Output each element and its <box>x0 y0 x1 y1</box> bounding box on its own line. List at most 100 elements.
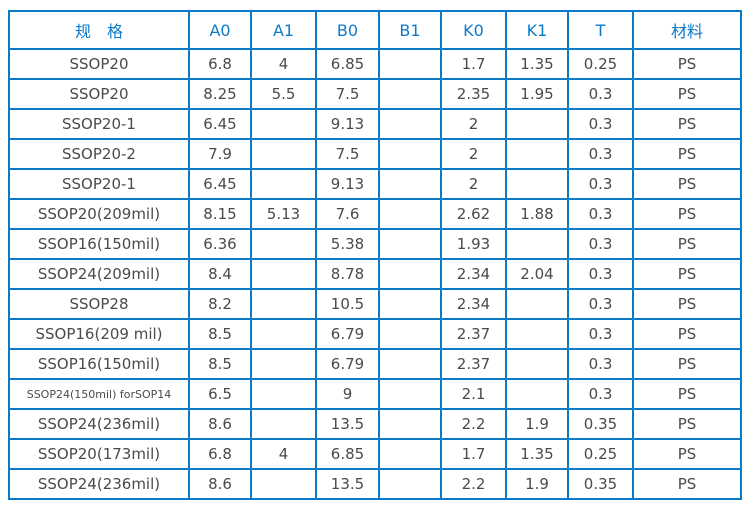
table-cell <box>505 288 569 320</box>
table-cell: SSOP20 <box>8 48 190 80</box>
table-cell: 5.5 <box>250 78 317 110</box>
table-cell <box>250 318 317 350</box>
table-cell: 8.2 <box>188 288 252 320</box>
table-cell: PS <box>632 108 742 140</box>
table-cell: 6.85 <box>315 48 380 80</box>
table-cell: 0.3 <box>567 78 634 110</box>
table-cell: 7.5 <box>315 78 380 110</box>
table-cell <box>505 348 569 380</box>
table-cell: 5.13 <box>250 198 317 230</box>
table-cell: SSOP24(236mil) <box>8 468 190 500</box>
table-cell: SSOP16(150mil) <box>8 348 190 380</box>
table-cell: SSOP20-1 <box>8 108 190 140</box>
table-cell: 2.04 <box>505 258 569 290</box>
table-cell <box>505 108 569 140</box>
table-cell: 4 <box>250 48 317 80</box>
table-row: SSOP20-1 6.45 9.13 2 0.3 PS <box>8 108 742 140</box>
table-cell: 0.3 <box>567 348 634 380</box>
column-header: K1 <box>505 10 569 50</box>
table-cell <box>378 168 442 200</box>
table-cell: SSOP28 <box>8 288 190 320</box>
table-cell: PS <box>632 258 742 290</box>
table-cell: SSOP24(150mil) forSOP14 <box>8 378 190 410</box>
header-row: 规 格 A0 A1 B0 B1 K0 K1 T 材料 <box>8 10 742 50</box>
table-cell <box>250 168 317 200</box>
table-cell: 0.3 <box>567 288 634 320</box>
table-cell: PS <box>632 318 742 350</box>
table-cell: SSOP20(209mil) <box>8 198 190 230</box>
table-cell: 6.8 <box>188 48 252 80</box>
table-cell: 6.45 <box>188 108 252 140</box>
table-cell <box>378 348 442 380</box>
table-cell: SSOP16(209 mil) <box>8 318 190 350</box>
table-cell: 8.25 <box>188 78 252 110</box>
table-cell: 7.6 <box>315 198 380 230</box>
table-row: SSOP24(209mil) 8.4 8.78 2.34 2.04 0.3 PS <box>8 258 742 290</box>
table-cell: 6.8 <box>188 438 252 470</box>
table-cell: 8.5 <box>188 348 252 380</box>
table-cell <box>505 168 569 200</box>
table-cell: PS <box>632 168 742 200</box>
table-cell: 0.25 <box>567 48 634 80</box>
table-cell: 0.35 <box>567 408 634 440</box>
table-cell: 2.34 <box>440 258 507 290</box>
table-cell: 6.36 <box>188 228 252 260</box>
table-cell <box>378 378 442 410</box>
column-header: 规 格 <box>8 10 190 50</box>
table-cell: PS <box>632 78 742 110</box>
table-cell <box>378 138 442 170</box>
spec-table: 规 格 A0 A1 B0 B1 K0 K1 T 材料 SSOP20 6.8 4 6.85 1.7 1.35… <box>8 10 742 500</box>
table-cell: 2 <box>440 108 507 140</box>
table-cell: 2 <box>440 138 507 170</box>
table-cell: 8.4 <box>188 258 252 290</box>
table-cell: 0.3 <box>567 168 634 200</box>
table-cell: PS <box>632 348 742 380</box>
table-cell: 9.13 <box>315 168 380 200</box>
table-cell: PS <box>632 378 742 410</box>
table-cell <box>505 378 569 410</box>
table-cell <box>250 138 317 170</box>
table-cell: 7.5 <box>315 138 380 170</box>
table-cell: 0.3 <box>567 198 634 230</box>
table-cell: 1.95 <box>505 78 569 110</box>
table-cell: 2.37 <box>440 348 507 380</box>
table-cell <box>505 138 569 170</box>
table-row: SSOP20(209mil) 8.15 5.13 7.6 2.62 1.88 0.3 PS <box>8 198 742 230</box>
table-cell: PS <box>632 438 742 470</box>
table-cell <box>250 108 317 140</box>
table-cell: 0.3 <box>567 228 634 260</box>
table-cell: 2.2 <box>440 408 507 440</box>
table-cell <box>378 438 442 470</box>
table-cell <box>250 348 317 380</box>
table-cell: 6.79 <box>315 348 380 380</box>
table-cell: 2.1 <box>440 378 507 410</box>
table-cell: 6.45 <box>188 168 252 200</box>
table-cell: SSOP24(209mil) <box>8 258 190 290</box>
table-cell: 8.78 <box>315 258 380 290</box>
table-cell <box>378 288 442 320</box>
table-row: SSOP28 8.2 10.5 2.34 0.3 PS <box>8 288 742 320</box>
column-header: A0 <box>188 10 252 50</box>
table-cell: SSOP20-2 <box>8 138 190 170</box>
table-cell: 0.3 <box>567 138 634 170</box>
table-cell <box>250 258 317 290</box>
column-header: 材料 <box>632 10 742 50</box>
table-cell: 1.88 <box>505 198 569 230</box>
table-cell: 8.5 <box>188 318 252 350</box>
table-cell <box>250 378 317 410</box>
table-cell: 6.85 <box>315 438 380 470</box>
column-header: A1 <box>250 10 317 50</box>
table-cell: 0.3 <box>567 108 634 140</box>
table-cell: 2.34 <box>440 288 507 320</box>
table-cell <box>505 228 569 260</box>
table-cell: SSOP20 <box>8 78 190 110</box>
table-cell: 1.93 <box>440 228 507 260</box>
table-cell: 0.3 <box>567 318 634 350</box>
table-cell: 2.35 <box>440 78 507 110</box>
table-cell: 1.7 <box>440 438 507 470</box>
table-cell: SSOP24(236mil) <box>8 408 190 440</box>
table-cell: 8.6 <box>188 408 252 440</box>
column-header: T <box>567 10 634 50</box>
table-cell: 1.35 <box>505 48 569 80</box>
table-cell: 0.3 <box>567 378 634 410</box>
